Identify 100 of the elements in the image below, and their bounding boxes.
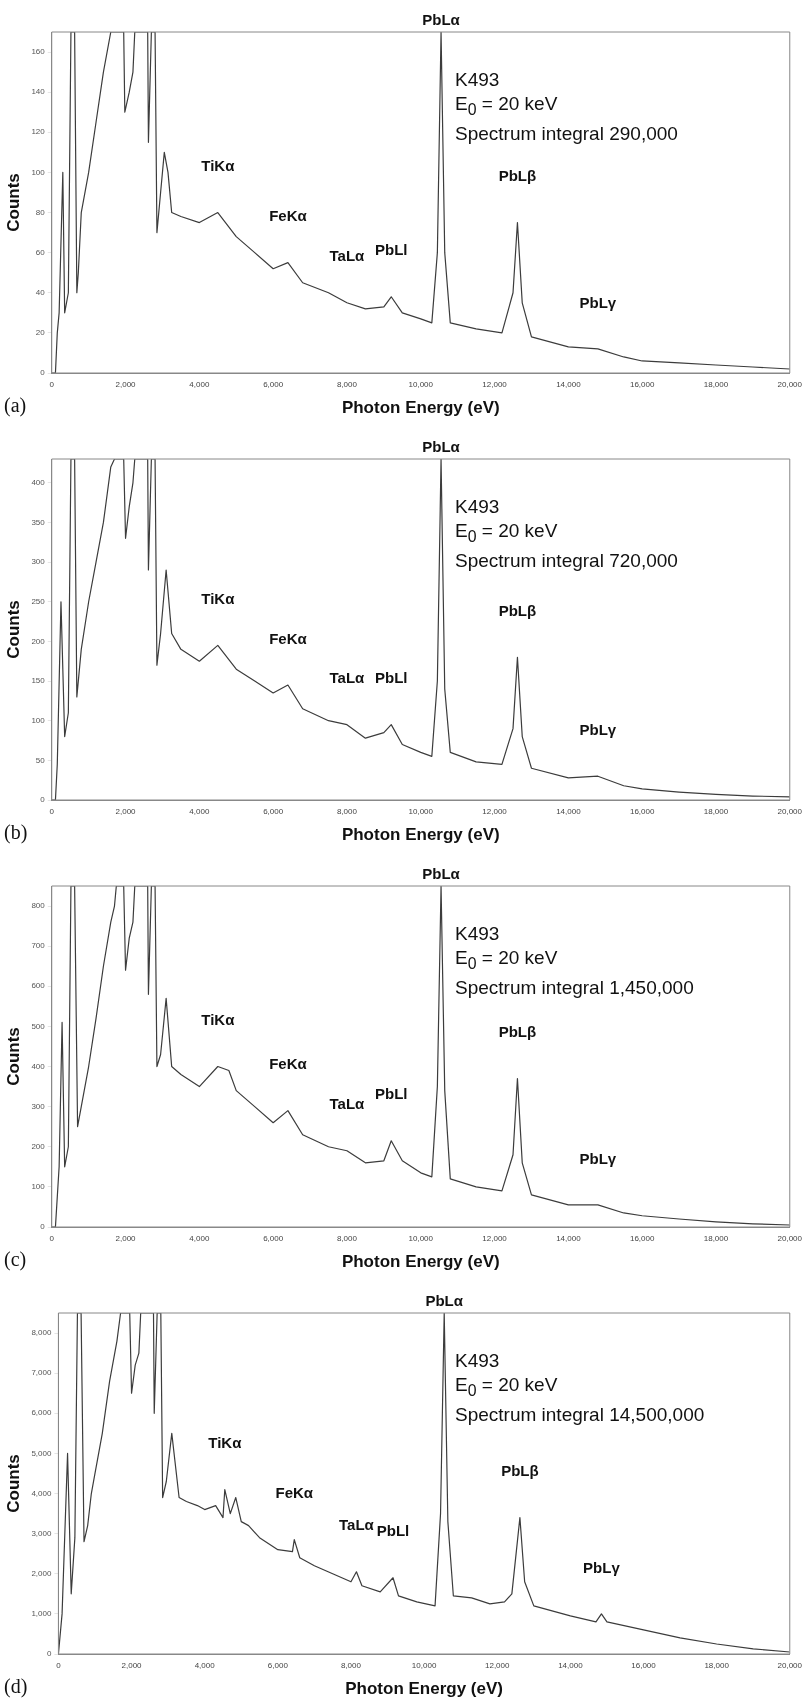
annotation: PbLβ bbox=[501, 1462, 539, 1480]
y-tick-label: 600 bbox=[31, 981, 46, 991]
x-tick-label: 16,000 bbox=[629, 1234, 655, 1243]
x-tick-label: 14,000 bbox=[556, 380, 582, 389]
annotation: K493 bbox=[455, 68, 501, 92]
x-tick-label: 4,000 bbox=[189, 807, 210, 816]
y-tick-label: 300 bbox=[31, 1101, 46, 1111]
y-tick-label: 50 bbox=[35, 755, 46, 765]
x-tick-label: 6,000 bbox=[263, 1234, 284, 1243]
y-tick-label: 6,000 bbox=[31, 1408, 52, 1418]
y-axis-title: Counts bbox=[3, 1454, 23, 1513]
x-tick-label: 20,000 bbox=[777, 1234, 803, 1243]
text: (a) bbox=[4, 394, 27, 418]
y-tick-label: 120 bbox=[31, 127, 46, 137]
x-tick-label: 10,000 bbox=[408, 1234, 434, 1243]
annotation: E$_{0}$ = 20 keV bbox=[455, 946, 559, 974]
annotation: TiKα bbox=[201, 157, 236, 175]
x-tick-label: 14,000 bbox=[556, 1234, 582, 1243]
x-tick-label: 16,000 bbox=[631, 1661, 657, 1670]
y-tick-label: 0 bbox=[40, 368, 46, 378]
y-tick-label: 8,000 bbox=[31, 1328, 52, 1338]
x-tick-label: 16,000 bbox=[629, 380, 655, 389]
annotation: PbLl bbox=[376, 1522, 410, 1540]
annotation: Spectrum integral 720,000 bbox=[455, 548, 678, 573]
x-tick-label: 12,000 bbox=[482, 1234, 508, 1243]
x-tick-label: 10,000 bbox=[408, 380, 434, 389]
x-tick-label: 4,000 bbox=[189, 1234, 210, 1243]
x-axis-title: Photon Energy (eV) bbox=[341, 398, 500, 418]
y-axis-title: Counts bbox=[3, 1027, 23, 1086]
annotation: PbLβ bbox=[498, 1023, 537, 1041]
annotation: PbLα bbox=[425, 1291, 464, 1309]
x-tick-label: 20,000 bbox=[777, 807, 803, 816]
x-tick-label: 12,000 bbox=[482, 380, 508, 389]
x-tick-label: 8,000 bbox=[336, 807, 358, 816]
annotation: Spectrum integral 14,500,000 bbox=[455, 1402, 705, 1427]
y-tick-label: 800 bbox=[31, 901, 46, 911]
text: (c) bbox=[4, 1248, 27, 1272]
annotation: TiKα bbox=[201, 1011, 236, 1029]
y-tick-label: 200 bbox=[31, 1141, 46, 1151]
y-tick-label: 7,000 bbox=[31, 1368, 52, 1378]
y-tick-label: 0 bbox=[40, 795, 46, 805]
annotation: K493 bbox=[455, 922, 501, 946]
y-axis-title: Counts bbox=[3, 600, 23, 659]
y-tick-label: 300 bbox=[31, 557, 46, 567]
annotation: E$_{0}$ = 20 keV bbox=[455, 92, 559, 120]
x-tick-label: 2,000 bbox=[121, 1661, 143, 1670]
y-tick-label: 0 bbox=[46, 1649, 52, 1659]
x-tick-label: 4,000 bbox=[189, 380, 210, 389]
x-tick-label: 10,000 bbox=[408, 807, 434, 816]
annotation: FeKα bbox=[269, 629, 308, 647]
x-tick-label: 18,000 bbox=[703, 807, 729, 816]
annotation: TaLα bbox=[329, 669, 366, 687]
annotation: PbLα bbox=[422, 437, 461, 455]
annotation: PbLβ bbox=[498, 601, 537, 619]
annotation: TaLα bbox=[339, 1516, 375, 1534]
x-tick-label: 18,000 bbox=[704, 1661, 730, 1670]
x-tick-label: 12,000 bbox=[484, 1661, 511, 1670]
annotation: TaLα bbox=[329, 1095, 366, 1113]
y-tick-label: 250 bbox=[31, 596, 46, 606]
annotation: Spectrum integral 290,000 bbox=[455, 121, 678, 146]
annotation: PbLγ bbox=[579, 720, 617, 738]
y-tick-label: 1,000 bbox=[31, 1609, 52, 1619]
annotation: Spectrum integral 1,450,000 bbox=[455, 975, 694, 1000]
x-tick-label: 6,000 bbox=[263, 807, 284, 816]
x-tick-label: 20,000 bbox=[777, 380, 803, 389]
annotation: PbLα bbox=[422, 864, 461, 882]
annotation: PbLγ bbox=[579, 1149, 617, 1167]
x-tick-label: 2,000 bbox=[115, 380, 137, 389]
x-tick-label: 6,000 bbox=[263, 380, 284, 389]
y-tick-label: 2,000 bbox=[31, 1568, 52, 1578]
y-tick-label: 0 bbox=[40, 1222, 46, 1232]
y-tick-label: 500 bbox=[31, 1021, 46, 1031]
y-tick-label: 40 bbox=[35, 287, 46, 297]
annotation: FeKα bbox=[275, 1484, 314, 1502]
x-axis-title: Photon Energy (eV) bbox=[341, 1252, 500, 1272]
annotation: PbLl bbox=[374, 669, 408, 687]
x-tick-label: 8,000 bbox=[340, 1661, 362, 1670]
y-tick-label: 400 bbox=[31, 477, 46, 487]
x-tick-label: 8,000 bbox=[336, 380, 358, 389]
y-tick-label: 400 bbox=[31, 1061, 46, 1071]
text: (b) bbox=[4, 821, 28, 845]
x-tick-label: 2,000 bbox=[115, 807, 137, 816]
x-tick-label: 16,000 bbox=[629, 807, 655, 816]
text: (d) bbox=[4, 1675, 28, 1699]
y-tick-label: 100 bbox=[31, 1182, 46, 1192]
x-axis-title: Photon Energy (eV) bbox=[341, 825, 500, 845]
annotation: PbLα bbox=[422, 10, 461, 28]
x-tick-label: 4,000 bbox=[194, 1661, 216, 1670]
annotation: K493 bbox=[455, 495, 501, 519]
x-tick-label: 10,000 bbox=[411, 1661, 437, 1670]
annotation: FeKα bbox=[269, 207, 308, 225]
annotation: E$_{0}$ = 20 keV bbox=[455, 519, 559, 547]
y-tick-label: 100 bbox=[31, 715, 46, 725]
y-tick-label: 150 bbox=[31, 676, 46, 686]
annotation: PbLl bbox=[374, 241, 408, 259]
y-axis-title: Counts bbox=[3, 173, 23, 232]
x-tick-label: 14,000 bbox=[556, 807, 582, 816]
y-tick-label: 200 bbox=[31, 636, 46, 646]
y-tick-label: 5,000 bbox=[31, 1448, 52, 1458]
y-tick-label: 100 bbox=[31, 167, 46, 177]
